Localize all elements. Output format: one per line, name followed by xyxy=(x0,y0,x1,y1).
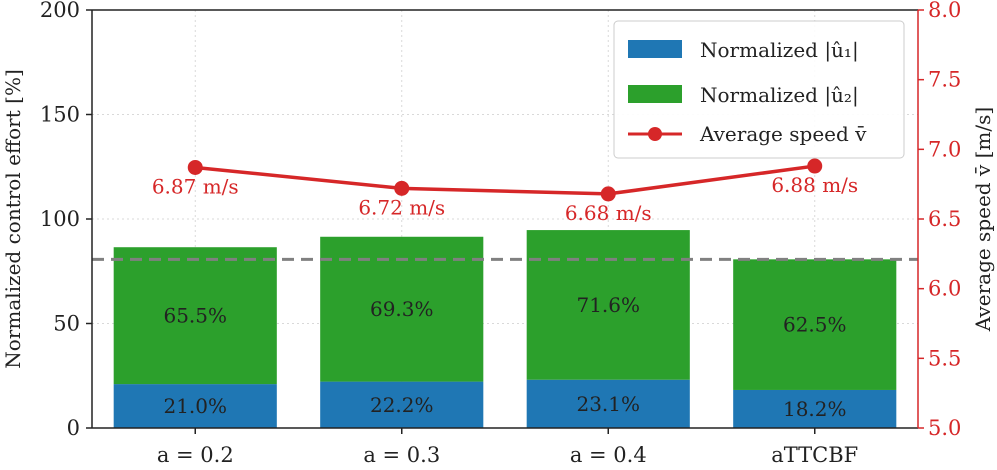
bar-label-u1-1: 22.2% xyxy=(370,393,434,417)
bar-u2-1 xyxy=(320,236,484,382)
legend-label-speed: Average speed v̄ xyxy=(699,122,867,146)
y2-tick-label-3: 6.5 xyxy=(928,207,961,231)
bar-u1-0 xyxy=(113,384,277,428)
speed-label-1: 6.72 m/s xyxy=(358,195,445,219)
legend-swatch-u2 xyxy=(628,85,682,103)
legend: Normalized |û₁| Normalized |û₂| Average … xyxy=(613,20,905,159)
legend-label-u1: Normalized |û₁| xyxy=(700,38,859,63)
legend-label-u2: Normalized |û₂| xyxy=(700,83,859,108)
speed-point-0 xyxy=(187,159,203,175)
y2-tick-label-4: 7.0 xyxy=(928,137,961,161)
speed-line-layer: 6.87 m/s 6.72 m/s 6.68 m/s 6.88 m/s xyxy=(152,158,858,225)
legend-swatch-u1 xyxy=(628,40,682,58)
stacked-bars: 21.0% 65.5% 22.2% 69.3% 23.1% 71.6% 18.2% 62.5% xyxy=(113,230,897,428)
bar-label-u2-0: 65.5% xyxy=(163,304,227,328)
bar-u2-0 xyxy=(113,247,277,385)
y2-tick-label-1: 5.5 xyxy=(928,346,961,370)
bar-label-u2-1: 69.3% xyxy=(370,297,434,321)
y-tick-label-2: 100 xyxy=(40,207,80,231)
bar-label-u1-0: 21.0% xyxy=(163,394,227,418)
x-tick-label-2: a = 0.4 xyxy=(570,443,647,467)
bar-u1-2 xyxy=(526,379,690,428)
axes: 0 50 100 150 200 5.0 5.5 6.0 6.5 7.0 7.5 8.0 a = 0.2… xyxy=(40,0,962,467)
y-tick-label-1: 50 xyxy=(53,312,80,336)
speed-point-3 xyxy=(807,158,823,174)
speed-label-2: 6.68 m/s xyxy=(565,201,652,225)
legend-frame xyxy=(613,20,905,159)
y2-tick-label-0: 5.0 xyxy=(928,416,961,440)
x-tick-label-0: a = 0.2 xyxy=(157,443,234,467)
y2-tick-label-5: 7.5 xyxy=(928,68,961,92)
speed-point-2 xyxy=(600,186,616,202)
speed-label-3: 6.88 m/s xyxy=(771,173,858,197)
bar-u2-2 xyxy=(526,230,690,380)
y-tick-label-3: 150 xyxy=(40,103,80,127)
y-tick-label-4: 200 xyxy=(40,0,80,22)
y-axis-label: Normalized control effort [%] xyxy=(1,69,25,368)
bar-u1-1 xyxy=(320,381,484,428)
speed-point-1 xyxy=(394,180,410,196)
y2-tick-label-6: 8.0 xyxy=(928,0,961,22)
bar-u1-3 xyxy=(733,389,897,428)
x-tick-label-3: aTTCBF xyxy=(771,443,858,467)
speed-line xyxy=(195,164,815,196)
speed-label-0: 6.87 m/s xyxy=(152,174,239,198)
y-tick-label-0: 0 xyxy=(67,416,80,440)
bar-u2-3 xyxy=(733,259,897,390)
bar-label-u2-3: 62.5% xyxy=(783,313,847,337)
legend-marker-speed xyxy=(648,127,662,141)
y2-tick-label-2: 6.0 xyxy=(928,277,961,301)
bar-label-u1-2: 23.1% xyxy=(576,392,640,416)
x-tick-label-1: a = 0.3 xyxy=(363,443,440,467)
bar-label-u2-2: 71.6% xyxy=(576,293,640,317)
y2-axis-label: Average speed v̄ [m/s] xyxy=(971,107,995,332)
bar-label-u1-3: 18.2% xyxy=(783,397,847,421)
